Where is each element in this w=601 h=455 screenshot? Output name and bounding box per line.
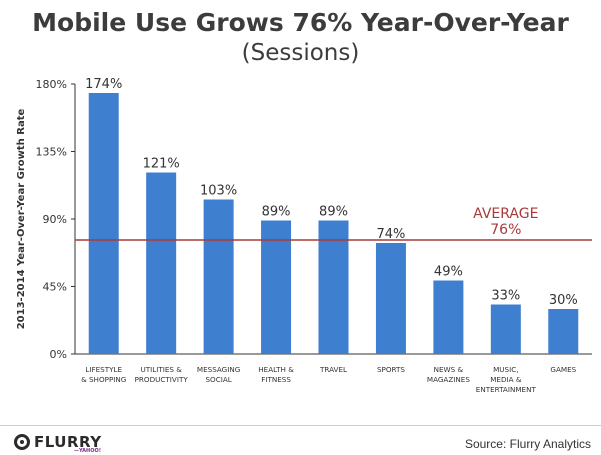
data-label: 33%	[491, 289, 520, 304]
bar	[375, 243, 406, 354]
flurry-logo-icon	[14, 434, 30, 450]
x-tick-label: SOCIAL	[205, 375, 231, 384]
x-tick-label: NEWS &	[434, 365, 464, 374]
data-label: 30%	[549, 293, 578, 308]
data-label: 103%	[200, 184, 237, 199]
x-tick-label: GAMES	[550, 365, 576, 374]
bar	[318, 220, 349, 354]
bar	[548, 309, 579, 354]
source-note: Source: Flurry Analytics	[464, 437, 591, 451]
data-label: 74%	[376, 227, 405, 242]
bar	[490, 304, 521, 354]
data-label: 49%	[434, 265, 463, 280]
average-value-label: 76%	[490, 222, 521, 238]
chart-title: Mobile Use Grows 76% Year-Over-Year	[32, 8, 569, 37]
bar	[88, 93, 119, 354]
x-tick-label: UTILITIES &	[140, 365, 182, 374]
x-tick-label: MESSAGING	[197, 365, 240, 374]
chart-subtitle: (Sessions)	[241, 40, 360, 66]
bar	[146, 172, 177, 354]
y-tick-label: 90%	[43, 213, 67, 226]
footer-divider	[0, 425, 601, 426]
yahoo-logo-sub: —YAHOO!	[74, 448, 101, 454]
x-tick-label: PRODUCTIVITY	[135, 375, 189, 384]
bar	[203, 199, 234, 354]
y-tick-label: 135%	[36, 146, 67, 159]
flurry-logo: FLURRY —YAHOO!	[14, 433, 102, 454]
y-axis-label: 2013-2014 Year-Over-Year Growth Rate	[16, 109, 27, 330]
x-tick-label: SPORTS	[377, 365, 405, 374]
x-tick-label: TRAVEL	[319, 365, 347, 374]
x-tick-label: LIFESTYLE	[85, 365, 122, 374]
data-label: 174%	[85, 77, 122, 92]
data-label: 89%	[262, 205, 291, 220]
bar	[261, 220, 292, 354]
data-label: 121%	[143, 157, 180, 172]
x-tick-label: FITNESS	[261, 375, 291, 384]
average-label: AVERAGE	[473, 206, 538, 222]
data-label: 89%	[319, 205, 348, 220]
bar-chart: 2013-2014 Year-Over-Year Growth Rate 0% 45…	[16, 77, 592, 394]
y-tick-label: 45%	[43, 281, 67, 294]
flurry-logo-text: FLURRY	[34, 433, 102, 451]
bar	[433, 280, 464, 354]
x-tick-label: MEDIA &	[490, 375, 522, 384]
x-tick-label: HEALTH &	[258, 365, 294, 374]
x-tick-label: MAGAZINES	[427, 375, 470, 384]
x-tick-label: & SHOPPING	[81, 375, 126, 384]
y-tick-label: 180%	[36, 78, 67, 91]
x-tick-label: ENTERTAINMENT	[476, 385, 537, 394]
x-tick-label: MUSIC,	[493, 365, 518, 374]
y-tick-label: 0%	[50, 348, 67, 361]
